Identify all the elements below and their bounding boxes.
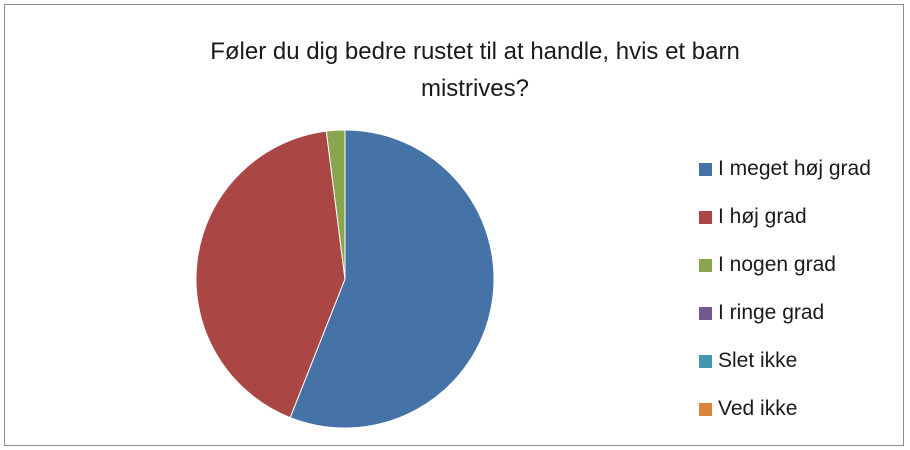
legend-item-3: I ringe grad xyxy=(699,289,871,337)
legend-label-4: Slet ikke xyxy=(718,349,798,372)
legend-swatch-2 xyxy=(699,258,712,272)
legend-swatch-4 xyxy=(699,354,712,368)
legend-item-4: Slet ikke xyxy=(699,337,871,385)
legend-label-1: I høj grad xyxy=(718,205,807,228)
legend-item-1: I høj grad xyxy=(699,193,871,241)
pie-slice-0 xyxy=(289,129,495,429)
legend-item-0: I meget høj grad xyxy=(699,145,871,193)
legend-label-5: Ved ikke xyxy=(718,397,798,420)
pie-slice-1 xyxy=(195,130,346,419)
pie-chart xyxy=(195,129,495,429)
chart-legend: I meget høj grad I høj grad I nogen grad I … xyxy=(699,145,871,433)
legend-swatch-1 xyxy=(699,210,712,224)
chart-title: Føler du dig bedre rustet til at handle,… xyxy=(210,38,740,102)
legend-swatch-0 xyxy=(699,162,712,176)
legend-swatch-5 xyxy=(699,402,712,416)
legend-swatch-3 xyxy=(699,306,712,320)
legend-label-0: I meget høj grad xyxy=(718,157,871,180)
chart-area: Føler du dig bedre rustet til at handle,… xyxy=(4,4,904,446)
legend-label-3: I ringe grad xyxy=(718,301,825,324)
legend-item-5: Ved ikke xyxy=(699,385,871,433)
legend-item-2: I nogen grad xyxy=(699,241,871,289)
legend-label-2: I nogen grad xyxy=(718,253,836,276)
pie-slice-2 xyxy=(325,129,346,280)
